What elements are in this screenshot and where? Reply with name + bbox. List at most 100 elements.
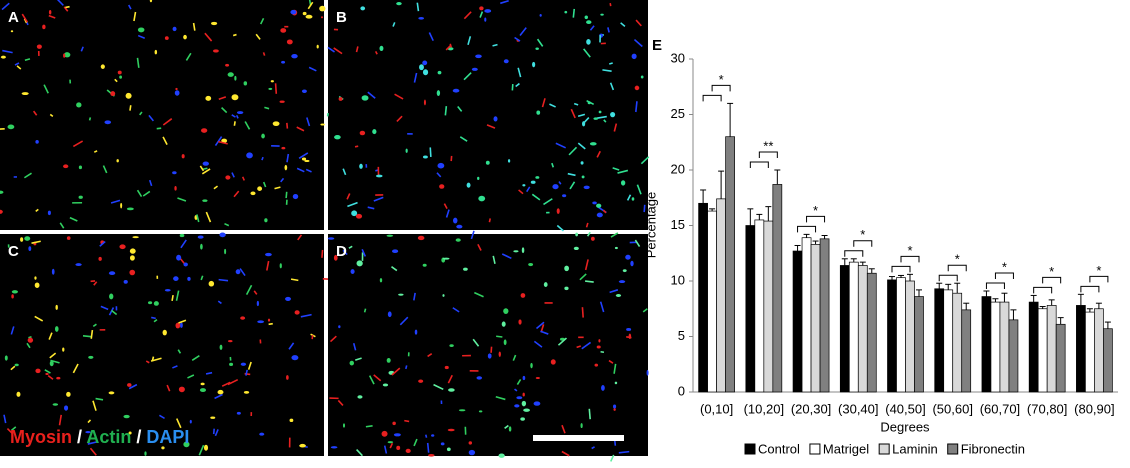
cell bbox=[52, 403, 59, 406]
cell bbox=[85, 430, 91, 434]
cell bbox=[594, 363, 599, 367]
significance-bracket bbox=[1033, 286, 1053, 294]
fiber bbox=[72, 140, 84, 148]
fiber bbox=[187, 374, 195, 379]
cell bbox=[359, 163, 363, 169]
cell bbox=[437, 162, 445, 169]
cell bbox=[522, 184, 526, 187]
fiber bbox=[148, 114, 155, 122]
fiber bbox=[274, 83, 278, 94]
cell bbox=[583, 185, 590, 190]
fiber bbox=[584, 259, 589, 271]
cell bbox=[173, 276, 179, 281]
fiber bbox=[14, 62, 20, 66]
cell bbox=[620, 180, 626, 186]
cell bbox=[514, 404, 520, 408]
error-bar bbox=[812, 240, 819, 245]
cell bbox=[281, 60, 286, 64]
cell bbox=[448, 388, 455, 392]
cell bbox=[393, 433, 401, 437]
cell bbox=[286, 39, 293, 45]
fiber bbox=[346, 193, 351, 200]
error-bar bbox=[898, 274, 904, 278]
y-tick-label: 15 bbox=[671, 217, 685, 232]
fiber bbox=[610, 454, 615, 462]
cell bbox=[49, 360, 54, 367]
x-tick-label: (10,20] bbox=[744, 401, 784, 416]
cell bbox=[127, 383, 132, 387]
significance-bracket bbox=[1080, 285, 1100, 293]
cell bbox=[119, 75, 122, 79]
cell bbox=[279, 263, 282, 269]
fiber bbox=[162, 136, 168, 146]
stain-name: Actin bbox=[86, 427, 131, 447]
bar bbox=[707, 210, 717, 393]
fiber bbox=[92, 400, 97, 411]
error-bar bbox=[765, 206, 772, 222]
cell bbox=[16, 391, 21, 397]
cell bbox=[100, 64, 105, 69]
fiber bbox=[80, 46, 84, 52]
panel-label: C bbox=[8, 243, 19, 260]
fiber bbox=[640, 156, 650, 165]
cell bbox=[466, 182, 471, 188]
cell bbox=[478, 410, 483, 413]
cell bbox=[63, 164, 69, 169]
fiber bbox=[333, 47, 343, 55]
cell bbox=[267, 318, 271, 322]
cell bbox=[47, 210, 51, 216]
error-bar bbox=[718, 170, 725, 199]
error-bar bbox=[916, 289, 922, 297]
cell bbox=[20, 237, 24, 242]
fiber bbox=[617, 169, 629, 174]
cell bbox=[361, 95, 369, 101]
significance-mark: * bbox=[1049, 264, 1054, 279]
fiber bbox=[634, 239, 641, 247]
cell bbox=[596, 203, 602, 208]
fiber bbox=[568, 146, 578, 156]
error-bar bbox=[907, 273, 913, 281]
fiber bbox=[93, 281, 98, 286]
bar bbox=[1094, 308, 1104, 393]
legend-label: Control bbox=[758, 441, 800, 456]
fiber bbox=[56, 0, 64, 6]
significance-mark: ** bbox=[763, 138, 773, 153]
cell bbox=[360, 6, 366, 11]
cell bbox=[319, 5, 326, 12]
fiber bbox=[180, 239, 187, 249]
fiber bbox=[635, 101, 638, 113]
cell bbox=[503, 59, 509, 64]
cell bbox=[613, 408, 616, 411]
cell bbox=[392, 421, 396, 426]
cell bbox=[442, 294, 445, 297]
x-tick-label: (0,10] bbox=[700, 401, 733, 416]
cell bbox=[580, 423, 583, 429]
bar bbox=[725, 136, 735, 393]
cell bbox=[35, 368, 41, 374]
significance-bracket bbox=[711, 84, 731, 92]
fiber bbox=[374, 51, 378, 55]
fiber bbox=[426, 442, 430, 453]
fiber bbox=[433, 383, 444, 391]
significance-mark: * bbox=[860, 227, 865, 242]
bar bbox=[801, 237, 812, 393]
x-axis-label: Degrees bbox=[880, 419, 930, 434]
micrograph bbox=[328, 234, 648, 456]
cell bbox=[440, 442, 445, 446]
cell bbox=[379, 45, 384, 52]
cell bbox=[125, 92, 132, 99]
fiber bbox=[177, 197, 187, 202]
cell bbox=[625, 254, 631, 260]
cell bbox=[471, 67, 478, 71]
x-tick-label: (40,50] bbox=[885, 401, 925, 416]
fiber bbox=[558, 181, 562, 185]
error-bar bbox=[963, 302, 970, 310]
error-bar bbox=[936, 282, 943, 289]
fiber bbox=[162, 118, 173, 126]
fiber bbox=[93, 150, 98, 153]
cell bbox=[618, 280, 626, 284]
significance-mark: * bbox=[719, 72, 724, 87]
error-bar bbox=[954, 282, 961, 294]
cell bbox=[154, 49, 158, 55]
cell bbox=[530, 362, 533, 369]
